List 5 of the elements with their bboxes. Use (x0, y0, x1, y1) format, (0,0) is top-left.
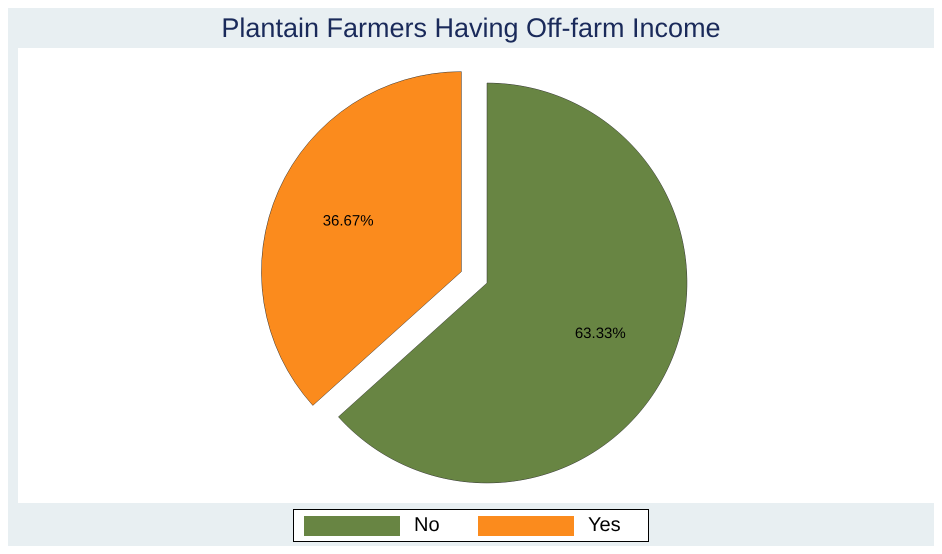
data-label: 36.67% (322, 212, 374, 230)
data-label: 63.33% (574, 324, 626, 342)
legend-label: Yes (588, 514, 622, 537)
chart-title: Plantain Farmers Having Off-farm Income (220, 12, 722, 45)
legend-label: No (414, 514, 441, 537)
